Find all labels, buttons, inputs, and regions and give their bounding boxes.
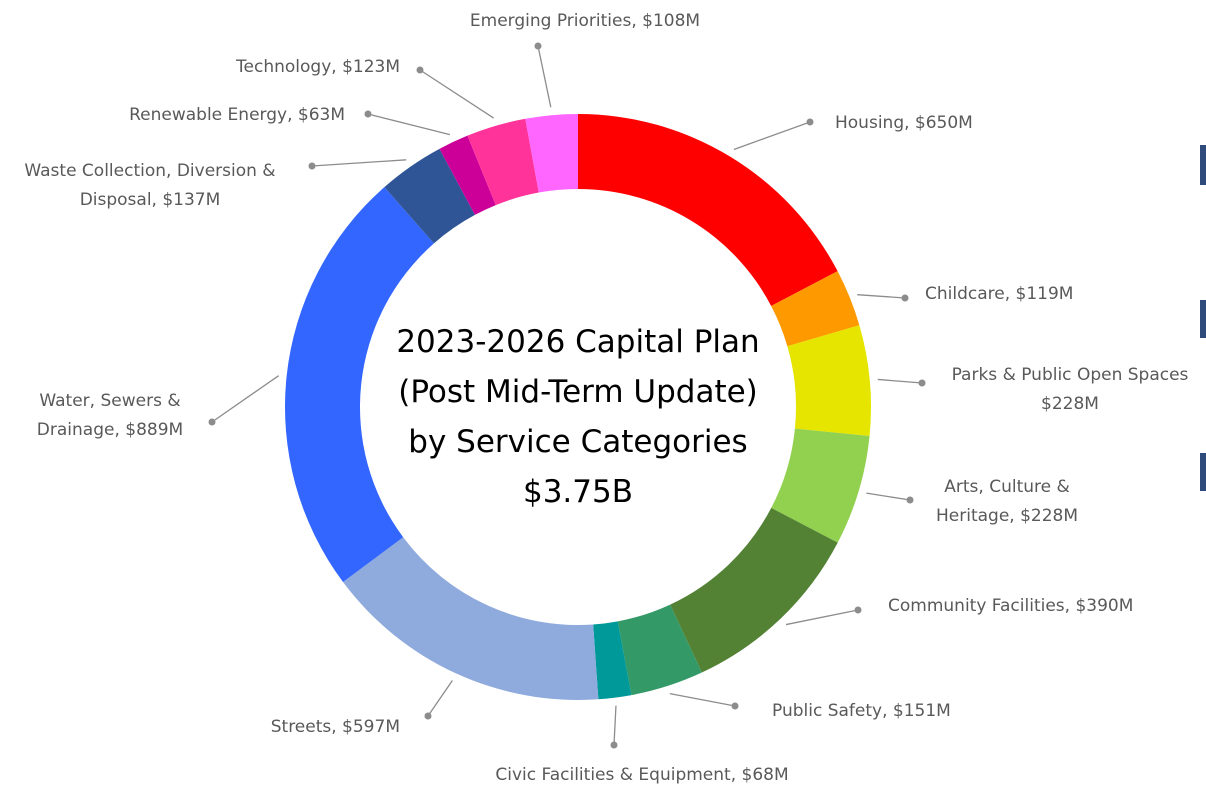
leader-line (669, 693, 736, 707)
chart-title-line: 2023-2026 Capital Plan (396, 324, 759, 360)
leader-dot (208, 418, 216, 426)
leader-line (613, 705, 617, 746)
data-label: Waste Collection, Diversion & Disposal, $… (24, 161, 275, 210)
data-label: Streets, $597M (271, 717, 400, 737)
donut-segment (771, 428, 870, 543)
chart-title-line: (Post Mid-Term Update) (398, 374, 758, 410)
leader-dot (731, 702, 739, 710)
leader-line (733, 121, 811, 151)
leader-line (311, 159, 407, 167)
data-label: Arts, Culture & Heritage, $228M (936, 477, 1078, 526)
donut-segment (670, 507, 838, 673)
data-label: Housing, $650M (835, 113, 973, 133)
data-label: Renewable Energy, $63M (129, 105, 345, 125)
data-label-line: $228M (1041, 394, 1099, 414)
leader-line (419, 69, 495, 119)
data-label-line: Streets, $597M (271, 717, 400, 737)
leader-line (877, 378, 923, 384)
data-label-line: Public Safety, $151M (772, 701, 951, 721)
data-label-line: Housing, $650M (835, 113, 973, 133)
leader-line (367, 113, 451, 136)
leader-dot (906, 496, 914, 504)
leader-line (211, 375, 280, 423)
data-label-line: Childcare, $119M (925, 284, 1073, 304)
donut-segment (343, 537, 599, 701)
leader-dot (610, 741, 618, 749)
leader-dot (364, 110, 372, 118)
data-label-line: Heritage, $228M (936, 506, 1078, 526)
donut-segment (593, 621, 632, 700)
donut-segment (787, 325, 872, 437)
leader-dot (806, 118, 814, 126)
donut-segment (771, 271, 860, 347)
data-label-line: Emerging Priorities, $108M (470, 11, 700, 31)
edge-decoration (1200, 453, 1206, 491)
edge-decoration (1200, 145, 1206, 185)
data-label: Civic Facilities & Equipment, $68M (495, 765, 788, 785)
data-label: Community Facilities, $390M (888, 596, 1133, 616)
data-label: Public Safety, $151M (772, 701, 951, 721)
leader-dot (424, 712, 432, 720)
leader-dot (854, 606, 862, 614)
data-label-line: Disposal, $137M (80, 190, 221, 210)
data-label: Childcare, $119M (925, 284, 1073, 304)
data-label: Emerging Priorities, $108M (470, 11, 700, 31)
data-label-line: Water, Sewers & (39, 391, 180, 411)
donut-segment (467, 118, 539, 206)
data-label-line: Civic Facilities & Equipment, $68M (495, 765, 788, 785)
leader-dot (416, 66, 424, 74)
leader-line (785, 609, 859, 626)
data-label-line: Waste Collection, Diversion & (24, 161, 275, 181)
donut-segment (525, 114, 578, 193)
donut-segment (439, 135, 496, 215)
leader-line (537, 45, 552, 108)
edge-decoration (1200, 300, 1206, 338)
leader-dot (901, 294, 909, 302)
data-label: Technology, $123M (235, 57, 400, 77)
data-label-line: Community Facilities, $390M (888, 596, 1133, 616)
leader-dot (534, 42, 542, 50)
chart-title-line: $3.75B (523, 474, 633, 510)
chart-title: 2023-2026 Capital Plan (Post Mid-Term Upd… (396, 324, 759, 510)
chart-title-line: by Service Categories (408, 424, 747, 460)
data-label: Water, Sewers & Drainage, $889M (37, 391, 183, 440)
donut-segment (284, 187, 434, 583)
data-label-line: Parks & Public Open Spaces (952, 365, 1189, 385)
data-label-line: Technology, $123M (235, 57, 400, 77)
data-label-line: Renewable Energy, $63M (129, 105, 345, 125)
leader-dot (918, 379, 926, 387)
data-label-line: Arts, Culture & (944, 477, 1070, 497)
donut-segment (617, 604, 702, 696)
data-label: Parks & Public Open Spaces $228M (952, 365, 1189, 414)
donut-segment (578, 114, 838, 306)
leader-line (866, 492, 911, 501)
leader-line (857, 294, 906, 299)
leader-dot (308, 162, 316, 170)
donut-segment (384, 148, 475, 244)
leader-line (427, 680, 453, 717)
data-label-line: Drainage, $889M (37, 420, 183, 440)
